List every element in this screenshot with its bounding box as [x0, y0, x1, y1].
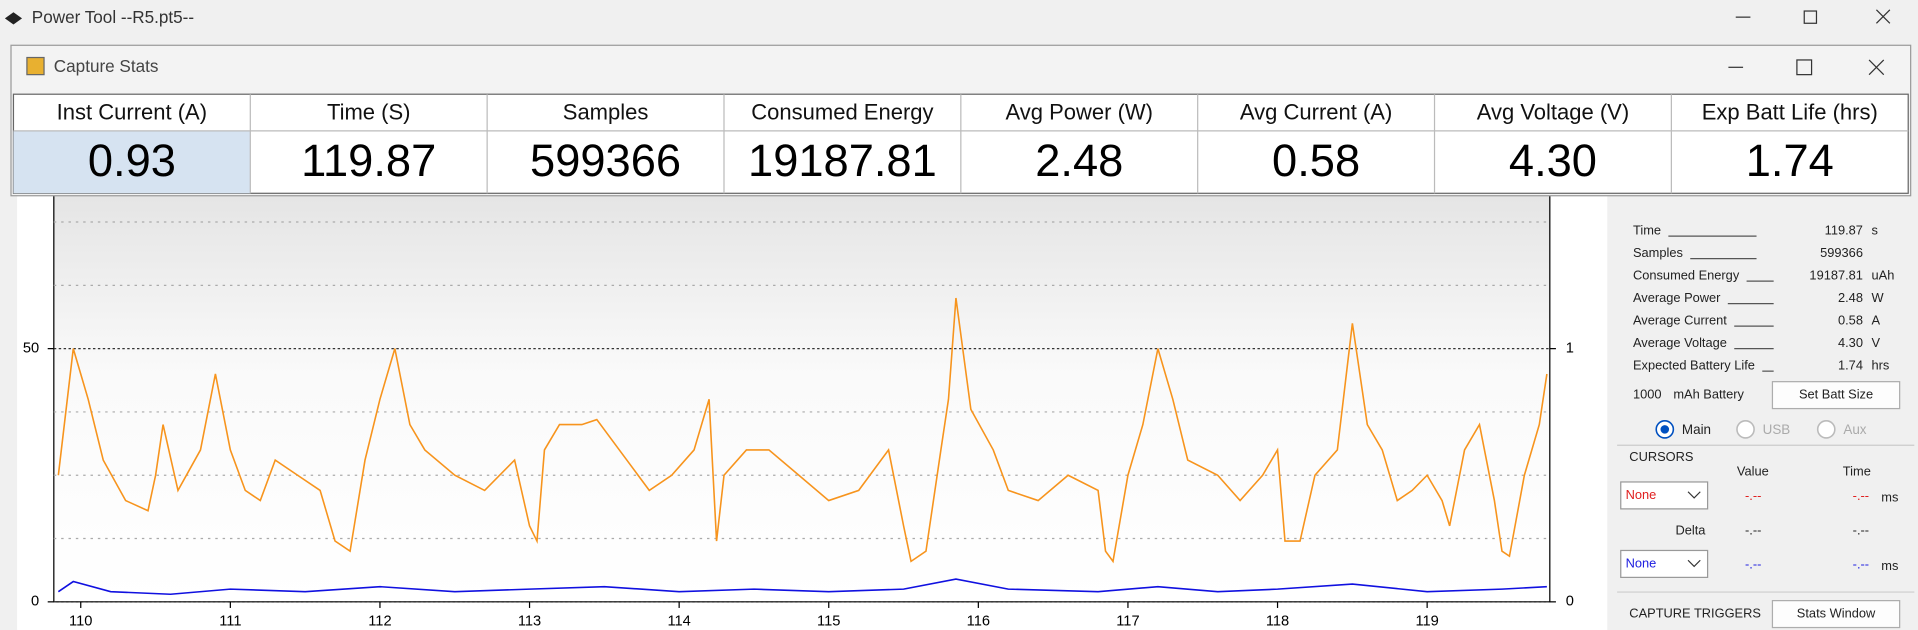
set-batt-label[interactable]: Set Batt Size — [1799, 387, 1873, 402]
row-label: Average Current — [1633, 313, 1727, 328]
x-tick-label: 117 — [1116, 613, 1139, 629]
restore[interactable] — [1803, 10, 1818, 24]
x-tick-label: 114 — [667, 613, 690, 629]
radio-group: Main USB Aux — [1655, 420, 1867, 439]
stat-value: 599366 — [530, 135, 681, 186]
cursor1-select-label[interactable]: None — [1626, 487, 1657, 502]
stat-value: 19187.81 — [748, 135, 937, 186]
row-label: Time — [1633, 223, 1661, 238]
series-line — [57, 297, 1548, 564]
x-tick-label: 116 — [967, 613, 990, 629]
cursor1-unit: ms — [1881, 489, 1898, 504]
stat-value: 2.48 — [1035, 135, 1123, 186]
row-value: 2.48 — [1838, 290, 1863, 305]
chart: 0 50 0 1 110 111 112 113 114 115 116 117 118 119 — [23, 221, 1574, 629]
window-title: Power Tool --R5.pt5-- — [32, 8, 194, 27]
row-label: Samples — [1633, 245, 1683, 260]
y-tick-label: 50 — [23, 341, 39, 357]
radio-label: USB — [1763, 422, 1791, 437]
stat-value: 4.30 — [1509, 135, 1597, 186]
stat-label: Time (S) — [327, 100, 411, 125]
selected-cell — [13, 130, 251, 194]
y2-tick-label: 0 — [1566, 594, 1574, 610]
stat-label: Avg Power (W) — [1005, 100, 1153, 125]
row-unit: uAh — [1872, 268, 1895, 283]
x-tick-label: 112 — [368, 613, 391, 629]
row-label: Consumed Energy — [1633, 268, 1740, 283]
row-label: Average Voltage — [1633, 335, 1727, 350]
triggers-title: CAPTURE TRIGGERS — [1629, 605, 1761, 620]
stat-value: 0.58 — [1272, 135, 1360, 186]
stat-value: 119.87 — [301, 135, 436, 186]
y2-tick-label: 1 — [1566, 341, 1574, 357]
row-value: 599366 — [1820, 245, 1863, 260]
radio[interactable] — [1736, 420, 1755, 439]
y-tick-label: 0 — [31, 594, 39, 610]
radio-dot — [1660, 425, 1670, 434]
cursor2-unit: ms — [1881, 558, 1898, 573]
stat-value: 1.74 — [1746, 135, 1834, 186]
dropdown-arrow — [1687, 559, 1701, 568]
cursor1-time: -.-- — [1853, 488, 1869, 503]
stats-window-label[interactable]: Stats Window — [1797, 605, 1876, 620]
stat-label: Exp Batt Life (hrs) — [1702, 100, 1878, 125]
delta-time: -.-- — [1853, 522, 1869, 537]
dialog-title: Capture Stats — [54, 57, 159, 76]
x-tick-label: 111 — [219, 613, 241, 629]
cursor2-value: -.-- — [1745, 557, 1761, 572]
stat-label: Consumed Energy — [751, 100, 933, 125]
time-header: Time — [1843, 464, 1871, 479]
x-tick-label: 115 — [817, 613, 840, 629]
battery-size: 1000 — [1633, 387, 1662, 402]
series-line — [57, 578, 1547, 596]
value-header: Value — [1737, 464, 1769, 479]
delta-label: Delta — [1676, 522, 1707, 537]
row-value: 19187.81 — [1809, 268, 1863, 283]
battery-unit: mAh Battery — [1673, 387, 1744, 402]
set-batt-button[interactable] — [1771, 381, 1901, 410]
dialog-icon — [26, 56, 45, 76]
dialog-maximize[interactable] — [1796, 59, 1813, 76]
plot-area — [53, 189, 1551, 603]
title-bar — [0, 0, 1918, 37]
x-tick-label: 118 — [1266, 613, 1289, 629]
row-label: Expected Battery Life — [1633, 358, 1755, 373]
row-value: 1.74 — [1838, 358, 1863, 373]
x-tick-label: 119 — [1415, 613, 1438, 629]
x-tick-label: 110 — [69, 613, 92, 629]
delta-value: -.-- — [1745, 522, 1761, 537]
cursor2-time: -.-- — [1853, 557, 1869, 572]
close[interactable] — [1875, 9, 1891, 24]
row-unit: A — [1872, 313, 1881, 328]
stat-label: Inst Current (A) — [57, 100, 207, 125]
cursor2-select-label[interactable]: None — [1626, 555, 1657, 570]
row-unit: s — [1872, 223, 1878, 238]
stats-window-button[interactable] — [1771, 600, 1901, 629]
stat-value: 0.93 — [88, 135, 176, 186]
radio-label: Aux — [1843, 422, 1866, 437]
cursor2-select[interactable] — [1620, 549, 1709, 578]
radio[interactable] — [1816, 420, 1836, 439]
cursors-title: CURSORS — [1629, 449, 1693, 464]
row-value: 119.87 — [1825, 223, 1863, 238]
row-unit: W — [1872, 290, 1885, 305]
row-label: Average Power — [1633, 290, 1721, 305]
cursor1-select[interactable] — [1620, 481, 1709, 510]
radio-label: Main — [1682, 422, 1711, 437]
stats-table: Inst Current (A) 0.93 Time (S) 119.87 Sample… — [12, 93, 1909, 194]
row-unit: V — [1872, 335, 1881, 350]
row-unit: hrs — [1872, 358, 1890, 373]
row-value: 4.30 — [1838, 335, 1863, 350]
dropdown-arrow — [1687, 491, 1701, 499]
stat-label: Avg Voltage (V) — [1477, 100, 1629, 125]
cursor1-value: -.-- — [1745, 488, 1761, 503]
x-tick-label: 113 — [518, 613, 541, 629]
panel-stats: Time 119.87 s Samples 599366 Consumed Energy 1… — [1633, 223, 1894, 373]
stat-label: Avg Current (A) — [1240, 100, 1392, 125]
row-value: 0.58 — [1838, 313, 1863, 328]
stat-label: Samples — [563, 100, 649, 125]
dialog-close[interactable] — [1868, 59, 1885, 76]
